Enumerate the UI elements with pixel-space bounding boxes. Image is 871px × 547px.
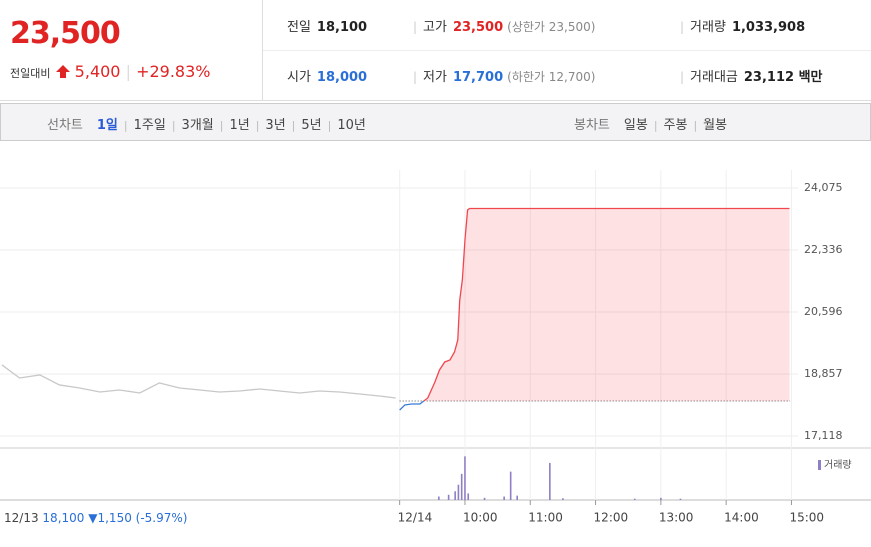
stat-value: 23,112 백만 [743, 70, 823, 85]
volume-bar [516, 495, 518, 500]
chart: 24,075 22,336 20,596 18,857 17,118 12/14 10:00… [0, 170, 871, 525]
legend-label: 거래량 [824, 459, 852, 471]
up-icon [55, 65, 70, 78]
volume-bar [447, 494, 450, 500]
line [1, 364, 396, 399]
tab[interactable]: 10년 [337, 118, 366, 133]
stat-label: 시가 [287, 70, 311, 85]
tab[interactable]: 주봉 [663, 118, 688, 133]
stat-label: 거래대금 [690, 70, 738, 85]
volume-bar [679, 498, 682, 500]
divider [263, 50, 871, 51]
stat-note: (하한가 12,700) [507, 70, 596, 84]
stat: 시가 18,000 [287, 66, 367, 85]
change-row: 전일대비 5,400 | +29.83% [10, 62, 211, 81]
tab[interactable]: 1년 [229, 118, 250, 133]
volume-bar [467, 493, 470, 500]
change-label: 전일대비 [10, 67, 51, 80]
divider [262, 0, 263, 100]
change: 5,400 [74, 62, 121, 81]
candle-tabs: 봉차트 일봉 | 주봉 | 월봉 [574, 118, 728, 133]
stat-value: 18,100 [316, 20, 368, 35]
volume-bar [509, 471, 512, 500]
x-tick-label: 14:00 [724, 511, 759, 525]
tab[interactable]: 3개월 [181, 118, 214, 133]
stat: | 거래량 1,033,908 [680, 20, 806, 35]
stat-label: 고가 [423, 20, 447, 35]
volume-bar [633, 498, 636, 500]
change-pct: +29.83% [136, 62, 211, 81]
x-tick-label: 12/14 [398, 511, 433, 525]
volume-bar [457, 484, 460, 500]
tab-bar: 선차트 1일 | 1주일 | 3개월 | 1년 | 3년 | 5년 | 10년 봉차트 일봉 | 주봉 | 월봉 [0, 103, 871, 141]
tab[interactable]: 5년 [301, 118, 322, 133]
stat-note: (상한가 23,500) [507, 20, 596, 34]
tab[interactable]: 월봉 [703, 118, 728, 133]
volume-bar [460, 473, 463, 500]
price: 23,500 [10, 16, 121, 51]
tab-label: 봉차트 [574, 118, 610, 133]
volume-bar [464, 456, 466, 500]
header: 23,500 전일대비 5,400 | +29.83% 전일 18,100 | 고가… [0, 0, 871, 101]
tab[interactable]: 3년 [265, 118, 286, 133]
y-tick-label: 18,857 [804, 367, 843, 380]
x-tick-label: 11:00 [528, 511, 563, 525]
stat: | 고가 23,500 (상한가 23,500) [413, 20, 596, 35]
stat-value: 17,700 [452, 70, 504, 85]
volume-bar [483, 497, 486, 500]
line [399, 207, 790, 411]
volume-bar [562, 498, 564, 500]
tab[interactable]: 일봉 [623, 118, 648, 133]
stat-label: 전일 [287, 20, 311, 35]
tab-label: 선차트 [47, 118, 83, 133]
stat-label: 거래량 [690, 20, 726, 35]
prev-day-part: 18,100 [42, 511, 84, 525]
prev-day-label: 12/13 18,100 ▼1,150 (-5.97%) [4, 511, 187, 525]
prev-day-date: 12/13 [4, 511, 39, 525]
prev-day-part: ▼1,150 (-5.97%) [88, 511, 187, 525]
y-tick-label: 20,596 [804, 305, 843, 318]
tab[interactable]: 1주일 [133, 118, 166, 133]
legend-swatch [818, 460, 821, 470]
stat-value: 1,033,908 [731, 20, 806, 35]
y-tick-label: 24,075 [804, 181, 843, 194]
x-tick-label: 15:00 [789, 511, 824, 525]
volume-bar [549, 462, 551, 500]
stat: | 거래대금 23,112 백만 [680, 70, 823, 85]
area-fill [423, 208, 790, 401]
line-tabs: 선차트 1일 | 1주일 | 3개월 | 1년 | 3년 | 5년 | 10년 [47, 118, 366, 133]
stat: 전일 18,100 [287, 16, 367, 35]
stat-value: 18,000 [316, 70, 368, 85]
volume-bar [503, 496, 505, 500]
x-tick-label: 10:00 [463, 511, 498, 525]
y-tick-label: 22,336 [804, 243, 843, 256]
volume-bar [438, 496, 440, 500]
tab[interactable]: 1일 [96, 118, 118, 133]
x-tick-label: 12:00 [594, 511, 629, 525]
x-tick-label: 13:00 [659, 511, 694, 525]
volume-bar [454, 491, 456, 500]
stat-value: 23,500 [452, 20, 504, 35]
stat-label: 저가 [423, 70, 447, 85]
volume-bar [660, 497, 662, 500]
y-tick-label: 17,118 [804, 429, 843, 442]
stat: | 저가 17,700 (하한가 12,700) [413, 70, 596, 85]
